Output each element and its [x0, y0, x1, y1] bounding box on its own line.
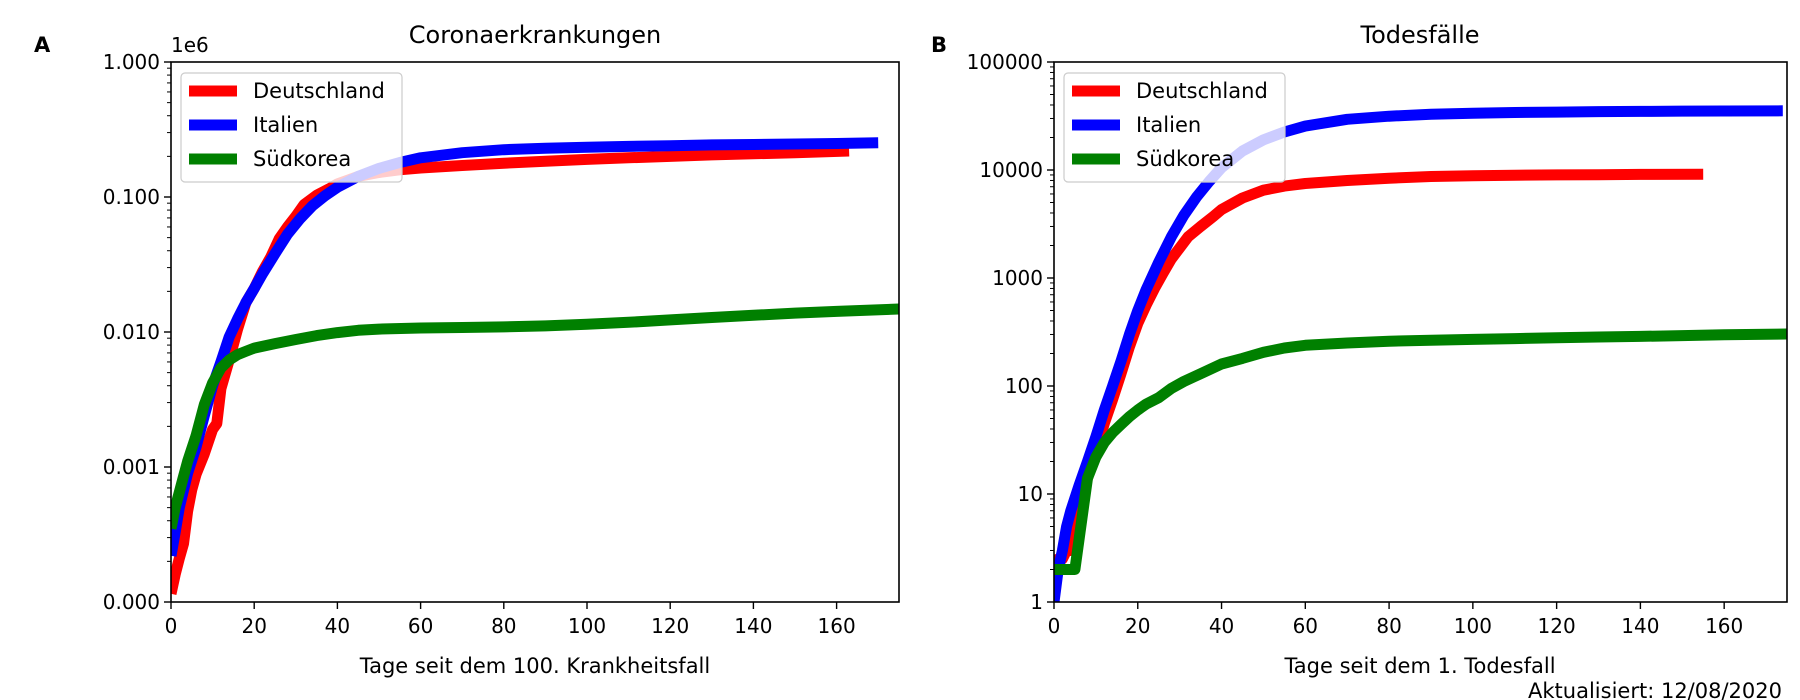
x-tick-label: 60: [1293, 614, 1318, 638]
panel-a-series-group: [171, 137, 899, 595]
legend-label: Italien: [1136, 113, 1201, 137]
x-tick-label: 40: [1209, 614, 1234, 638]
panel-b-frame: [1053, 61, 1788, 603]
panel-b-plot-area: [1054, 105, 1787, 602]
updated-timestamp: Aktualisiert: 12/08/2020: [1528, 679, 1782, 700]
y-tick-label: 0.001: [103, 455, 160, 479]
x-tick-label: 120: [1538, 614, 1576, 638]
legend-label: Deutschland: [1136, 79, 1268, 103]
x-tick-label: 100: [568, 614, 606, 638]
panel-b-ticks: 0 20 40 60 80 100 120 140 160 1 10 100 1000 10000 1000…: [967, 50, 1744, 638]
x-tick-label: 60: [408, 614, 433, 638]
panel-a: A Coronaerkrankungen 1e6 0 20 40 60 80 100 120…: [34, 21, 900, 678]
y-tick-label: 0.010: [103, 320, 160, 344]
x-tick-label: 160: [1705, 614, 1743, 638]
panel-b-letter: B: [931, 33, 947, 57]
panel-b-xlabel: Tage seit dem 1. Todesfall: [1283, 654, 1555, 678]
x-tick-label: 0: [165, 614, 178, 638]
panel-a-offset-text: 1e6: [171, 33, 209, 57]
y-tick-label: 1: [1030, 590, 1043, 614]
x-tick-label: 160: [818, 614, 856, 638]
x-tick-label: 80: [1376, 614, 1401, 638]
x-tick-label: 100: [1454, 614, 1492, 638]
y-tick-label: 0.100: [103, 185, 160, 209]
panel-a-title: Coronaerkrankungen: [409, 21, 662, 49]
legend-label: Italien: [253, 113, 318, 137]
panel-a-xlabel: Tage seit dem 100. Krankheitsfall: [359, 654, 710, 678]
panel-b: B Todesfälle 0 20 40 60 80 100 120 140 160 1 10 100…: [931, 21, 1788, 678]
y-tick-label: 10: [1018, 482, 1043, 506]
series-line-s-dkorea: [171, 303, 899, 530]
panel-b-legend: Deutschland Italien Südkorea: [1063, 72, 1286, 183]
y-tick-label: 0.000: [103, 590, 160, 614]
panel-a-ticks: 0 20 40 60 80 100 120 140 160 0.000 0.001 0.010 0.10…: [103, 50, 856, 638]
y-tick-label: 10000: [979, 158, 1043, 182]
x-tick-label: 80: [491, 614, 516, 638]
legend-label: Deutschland: [253, 79, 385, 103]
x-tick-label: 40: [325, 614, 350, 638]
panel-a-letter: A: [34, 33, 51, 57]
x-tick-label: 120: [651, 614, 689, 638]
y-tick-label: 100000: [967, 50, 1043, 74]
x-tick-label: 140: [734, 614, 772, 638]
x-tick-label: 20: [1125, 614, 1150, 638]
legend-label: Südkorea: [1136, 147, 1234, 171]
panel-a-plot-area: [171, 137, 899, 595]
y-tick-label: 100: [1005, 374, 1043, 398]
panel-b-series-group: [1054, 105, 1787, 602]
x-tick-label: 140: [1621, 614, 1659, 638]
legend-label: Südkorea: [253, 147, 351, 171]
x-tick-label: 0: [1048, 614, 1061, 638]
series-line-italien: [1054, 105, 1783, 602]
y-tick-label: 1000: [992, 266, 1043, 290]
panel-b-title: Todesfälle: [1359, 21, 1479, 49]
series-line-s-dkorea: [1054, 328, 1787, 575]
x-tick-label: 20: [241, 614, 266, 638]
panel-a-legend: Deutschland Italien Südkorea: [180, 72, 403, 183]
y-tick-label: 1.000: [103, 50, 160, 74]
